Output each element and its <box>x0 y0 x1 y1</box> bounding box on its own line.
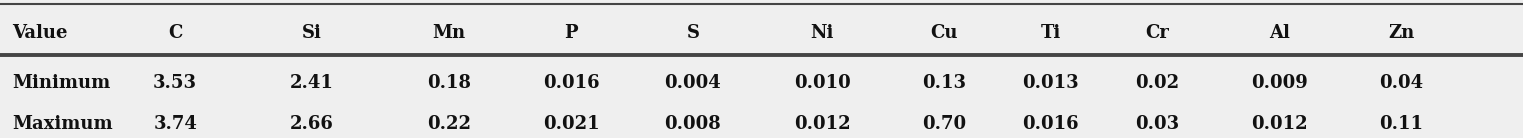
Text: Cr: Cr <box>1145 24 1170 42</box>
Text: Maximum: Maximum <box>12 115 113 133</box>
Text: Si: Si <box>302 24 323 42</box>
Text: 0.18: 0.18 <box>428 74 471 92</box>
Text: Cu: Cu <box>931 24 958 42</box>
Text: 0.012: 0.012 <box>793 115 851 133</box>
Text: Al: Al <box>1269 24 1290 42</box>
Text: 0.13: 0.13 <box>923 74 966 92</box>
Text: 0.02: 0.02 <box>1136 74 1179 92</box>
Text: 3.74: 3.74 <box>154 115 196 133</box>
Text: S: S <box>687 24 699 42</box>
Text: 2.66: 2.66 <box>291 115 334 133</box>
Text: 0.11: 0.11 <box>1380 115 1422 133</box>
Text: 0.22: 0.22 <box>428 115 471 133</box>
Text: Ti: Ti <box>1040 24 1062 42</box>
Text: Minimum: Minimum <box>12 74 111 92</box>
Text: 0.012: 0.012 <box>1250 115 1308 133</box>
Text: 0.021: 0.021 <box>542 115 600 133</box>
Text: 0.04: 0.04 <box>1380 74 1422 92</box>
Text: 0.009: 0.009 <box>1250 74 1308 92</box>
Text: C: C <box>168 24 183 42</box>
Text: Mn: Mn <box>433 24 466 42</box>
Text: 0.010: 0.010 <box>793 74 851 92</box>
Text: 0.70: 0.70 <box>923 115 966 133</box>
Text: 3.53: 3.53 <box>154 74 196 92</box>
Text: 0.03: 0.03 <box>1136 115 1179 133</box>
Text: P: P <box>565 24 577 42</box>
Text: 0.016: 0.016 <box>1022 115 1080 133</box>
Text: Zn: Zn <box>1387 24 1415 42</box>
Text: 2.41: 2.41 <box>291 74 334 92</box>
Text: 0.004: 0.004 <box>664 74 722 92</box>
Text: Ni: Ni <box>810 24 835 42</box>
Text: 0.016: 0.016 <box>542 74 600 92</box>
Text: 0.008: 0.008 <box>664 115 722 133</box>
Text: 0.013: 0.013 <box>1022 74 1080 92</box>
Text: Value: Value <box>12 24 67 42</box>
